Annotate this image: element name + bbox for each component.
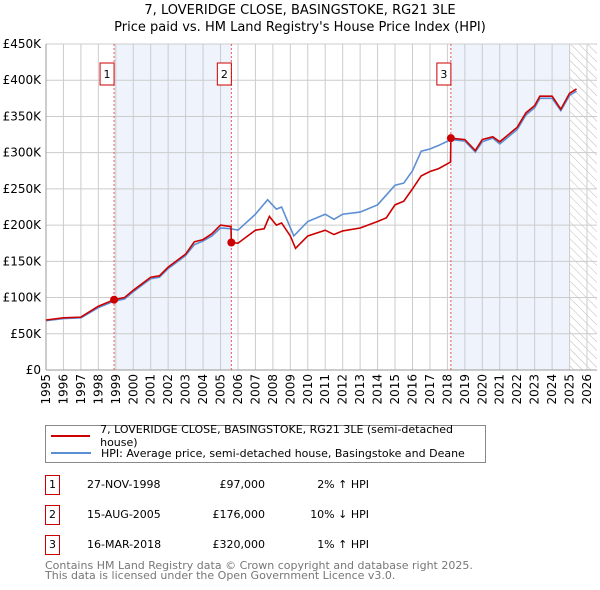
x-tick-label: 2013 [353,374,367,405]
transaction-hpi: 10% ↓ HPI [310,508,369,521]
x-tick-label: 2000 [126,374,140,405]
x-tick-label: 1995 [39,374,53,405]
y-tick-label: £450K [3,37,43,51]
x-tick-label: 1998 [91,374,105,405]
x-tick-label: 2021 [493,374,507,405]
y-tick-label: £300K [3,146,43,160]
x-tick-label: 2009 [283,374,297,405]
x-tick-label: 2007 [248,374,262,405]
transaction-date: 16-MAR-2018 [87,538,162,551]
sale-marker-label: 2 [221,68,228,81]
x-tick-label: 1996 [56,374,70,405]
x-tick-label: 2026 [580,374,594,405]
transaction-row: 2 15-AUG-2005 £176,000 10% ↓ HPI [45,505,465,525]
y-tick-label: £150K [3,254,43,268]
transaction-marker: 1 [45,475,60,495]
x-tick-label: 2001 [144,374,158,405]
x-tick-label: 2003 [179,374,193,405]
transaction-price: £320,000 [212,538,266,551]
x-tick-label: 2024 [545,374,559,405]
sale-marker-label: 1 [104,68,111,81]
x-tick-label: 2014 [371,374,385,405]
sale-marker-box [99,62,115,86]
shaded-period [114,44,232,370]
x-tick-label: 2017 [423,374,437,405]
chart-subtitle: Price paid vs. HM Land Registry's House … [114,20,486,35]
x-tick-label: 2002 [161,374,175,405]
x-tick-label: 2006 [231,374,245,405]
transaction-marker: 2 [45,505,60,525]
x-tick-label: 2015 [388,374,402,405]
transaction-marker: 3 [45,535,60,555]
footer: Contains HM Land Registry data © Crown c… [45,559,473,582]
x-tick-label: 2020 [475,374,489,405]
y-tick-label: £50K [10,327,42,341]
x-tick-label: 2004 [196,374,210,405]
price-line [45,88,577,321]
x-tick-label: 2012 [336,374,350,405]
chart-title: 7, LOVERIDGE CLOSE, BASINGSTOKE, RG21 3L… [144,3,456,18]
transaction-price: £176,000 [212,508,266,521]
sale-marker-box [436,62,452,86]
x-tick-label: 2023 [528,374,542,405]
sale-point [110,295,119,304]
legend-label-price: 7, LOVERIDGE CLOSE, BASINGSTOKE, RG21 3L… [100,423,453,449]
y-tick-label: £0 [26,363,41,377]
x-tick-label: 2008 [266,374,280,405]
x-tick-label: 2011 [318,374,332,405]
legend-label-hpi: HPI: Average price, semi-detached house,… [101,446,465,460]
y-tick-label: £100K [3,291,43,305]
x-tick-label: 2019 [458,374,472,405]
sale-point [446,134,455,143]
y-tick-label: £400K [3,73,43,87]
y-tick-label: £200K [3,218,43,232]
x-tick-label: 2010 [301,374,315,405]
transaction-price: £97,000 [219,478,266,491]
x-tick-label: 2025 [563,374,577,405]
legend-item-price: 7, LOVERIDGE CLOSE, BASINGSTOKE, RG21 3L… [46,423,485,449]
transaction-date: 15-AUG-2005 [87,508,161,521]
x-tick-label: 1997 [74,374,88,405]
legend: 7, LOVERIDGE CLOSE, BASINGSTOKE, RG21 3L… [45,423,486,463]
transaction-row: 1 27-NOV-1998 £97,000 2% ↑ HPI [45,475,465,495]
legend-swatch-hpi [51,452,91,454]
transaction-hpi: 1% ↑ HPI [317,538,369,551]
x-tick-label: 2018 [440,374,454,405]
forecast-hatch [569,44,597,370]
footer-copyright: Contains HM Land Registry data © Crown c… [45,559,473,572]
x-tick-label: 2016 [405,374,419,405]
price-chart: £0 £50K £100K £150K £200K £250K £300K £350K £400… [3,37,597,405]
transaction-hpi: 2% ↑ HPI [317,478,369,491]
x-tick-label: 1999 [109,374,123,405]
y-tick-label: £250K [3,182,43,196]
sale-marker-box [216,62,232,86]
legend-item-hpi: HPI: Average price, semi-detached house,… [46,445,465,461]
transaction-row: 3 16-MAR-2018 £320,000 1% ↑ HPI [45,535,465,555]
transaction-date: 27-NOV-1998 [87,478,161,491]
x-tick-label: 2022 [510,374,524,405]
y-tick-label: £350K [3,109,43,123]
footer-licence: This data is licensed under the Open Gov… [45,569,396,582]
hpi-line [45,90,577,322]
legend-swatch-price [51,435,91,437]
sale-marker-label: 3 [440,68,447,81]
sale-point [227,238,236,247]
x-tick-label: 2005 [214,374,228,405]
